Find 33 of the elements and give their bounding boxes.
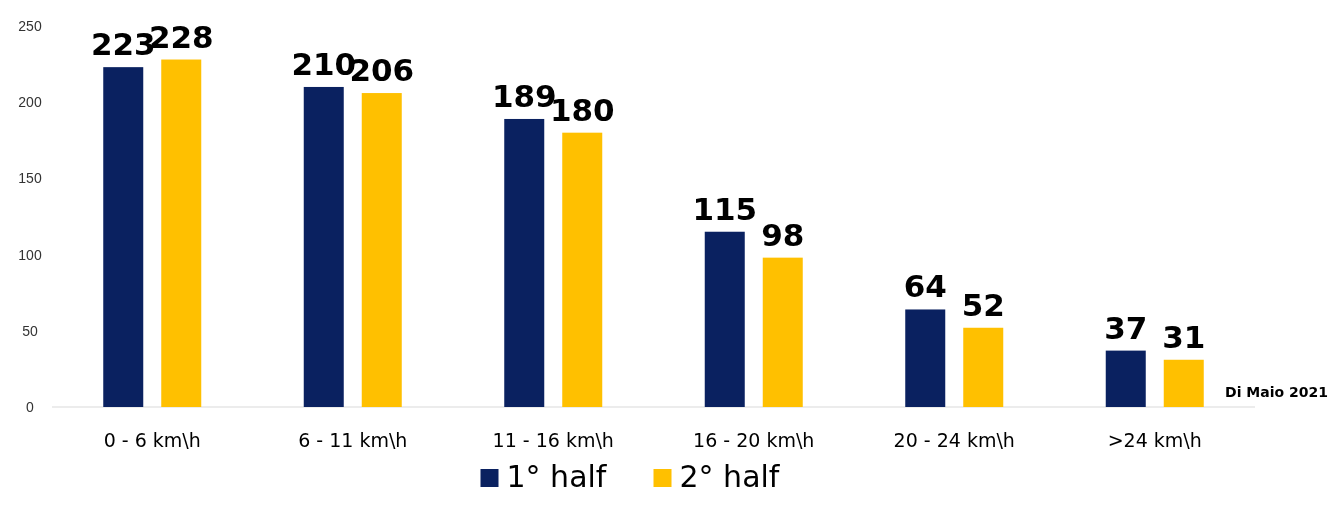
bar xyxy=(905,309,946,407)
y-tick-label: 100 xyxy=(18,246,42,263)
bar xyxy=(103,67,144,407)
x-tick-label: 6 - 11 km\h xyxy=(298,429,408,451)
y-tick-label: 50 xyxy=(22,322,38,339)
bar xyxy=(704,231,745,407)
y-tick-label: 200 xyxy=(18,94,42,111)
bar xyxy=(303,86,344,407)
bar xyxy=(1105,350,1146,407)
bar xyxy=(504,118,545,407)
legend-label: 2° half xyxy=(679,459,781,494)
data-label: 52 xyxy=(961,286,1005,323)
x-tick-label: 0 - 6 km\h xyxy=(103,429,201,451)
y-tick-label: 250 xyxy=(18,18,42,34)
x-tick-label: 16 - 20 km\h xyxy=(693,429,815,451)
bar xyxy=(161,59,202,407)
bar xyxy=(562,132,603,407)
legend-label: 1° half xyxy=(506,459,608,494)
x-tick-label: 20 - 24 km\h xyxy=(893,429,1015,451)
x-tick-label: 11 - 16 km\h xyxy=(492,429,614,451)
data-label: 115 xyxy=(692,190,758,227)
data-label: 37 xyxy=(1104,309,1148,346)
data-label: 64 xyxy=(903,268,947,305)
bar xyxy=(1163,359,1204,407)
y-tick-label: 150 xyxy=(18,170,42,187)
data-label: 98 xyxy=(761,216,805,253)
x-tick-label: >24 km\h xyxy=(1107,429,1202,451)
bar xyxy=(762,257,803,407)
bar xyxy=(361,93,402,407)
bar xyxy=(963,327,1004,407)
data-label: 31 xyxy=(1162,318,1206,355)
annotation: Di Maio 2021 xyxy=(1225,384,1328,400)
y-tick-label: 0 xyxy=(26,399,35,415)
